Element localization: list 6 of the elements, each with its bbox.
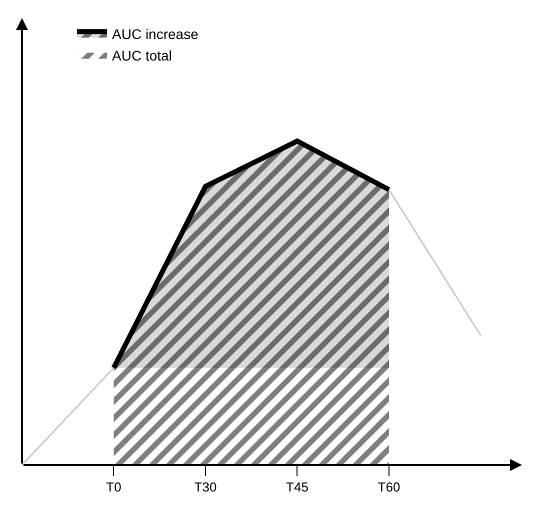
x-tick-label: T0	[106, 480, 122, 495]
legend-label: AUC total	[112, 47, 172, 64]
x-tick-label: T30	[194, 480, 217, 495]
x-tick-label: T60	[378, 480, 400, 495]
legend-label: AUC increase	[112, 26, 199, 42]
x-tick-label: T45	[286, 480, 308, 495]
